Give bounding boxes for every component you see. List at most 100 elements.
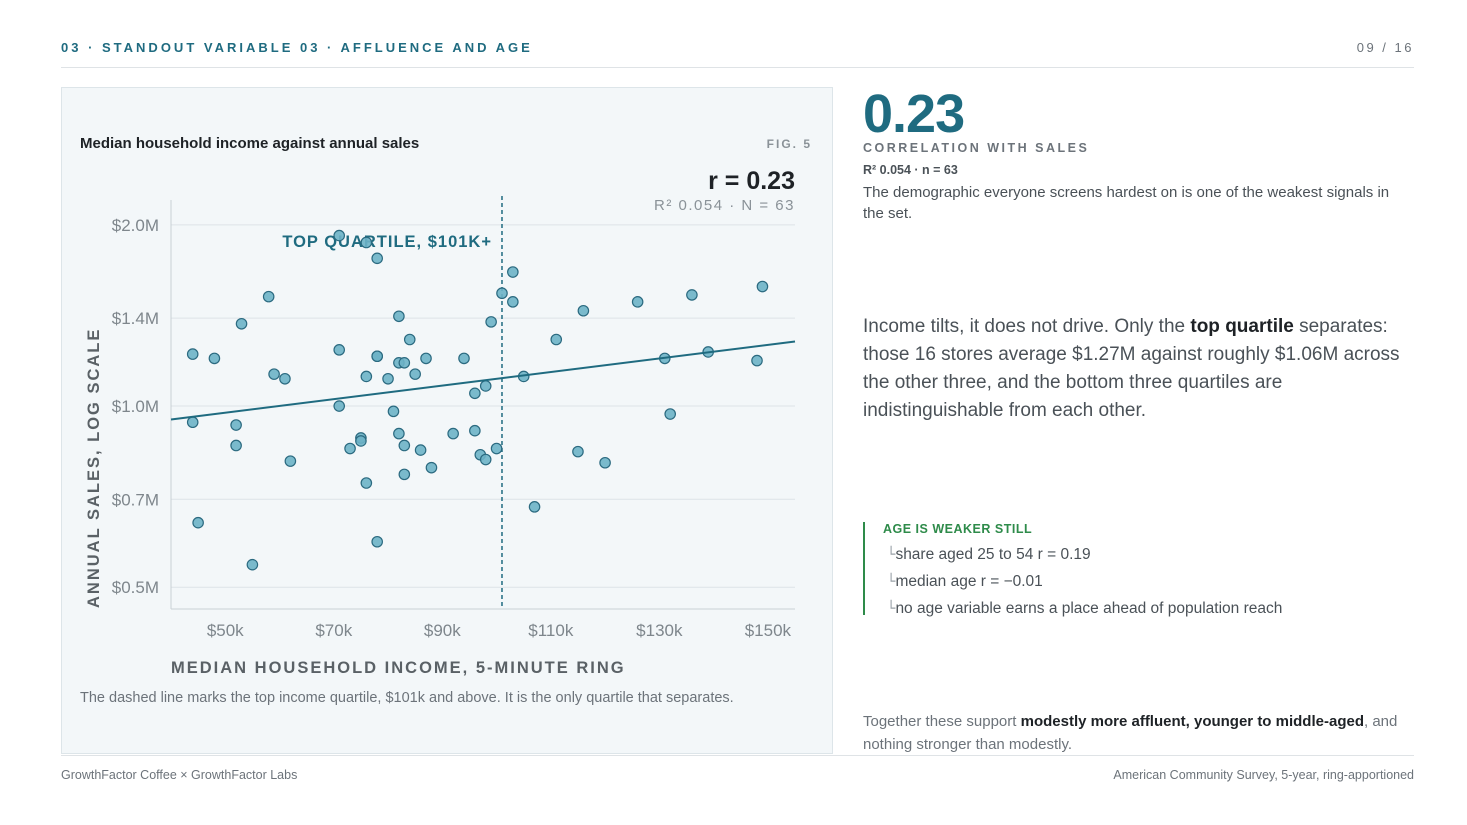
data-point bbox=[284, 455, 297, 467]
data-point bbox=[751, 354, 763, 367]
data-point bbox=[686, 289, 698, 301]
data-point bbox=[425, 461, 438, 474]
y-tick-label: $0.7M bbox=[112, 490, 159, 509]
data-point bbox=[279, 372, 291, 385]
data-point bbox=[333, 344, 346, 356]
x-tick-label: $90k bbox=[424, 621, 461, 640]
summary-bold: modestly more affluent, younger to middl… bbox=[1020, 713, 1364, 730]
y-tick-label: $1.0M bbox=[112, 397, 159, 416]
data-point bbox=[398, 439, 411, 452]
data-point bbox=[382, 372, 394, 385]
x-axis-title: MEDIAN HOUSEHOLD INCOME, 5-MINUTE RING bbox=[171, 659, 626, 677]
data-point bbox=[572, 445, 584, 458]
tree-branch-icon: └ bbox=[887, 574, 896, 590]
data-point bbox=[485, 316, 497, 328]
x-tick-label: $130k bbox=[636, 621, 683, 640]
age-item-text: median age r = −0.01 bbox=[895, 573, 1043, 590]
data-point bbox=[371, 350, 383, 363]
data-point bbox=[371, 252, 383, 265]
x-tick-label: $150k bbox=[745, 621, 792, 640]
header-divider bbox=[61, 67, 1414, 68]
age-item: └no age variable earns a place ahead of … bbox=[883, 598, 1282, 625]
y-axis-title: ANNUAL SALES, LOG SCALE bbox=[85, 328, 103, 608]
y-tick-label: $0.5M bbox=[112, 578, 159, 597]
age-item: └share aged 25 to 54 r = 0.19 bbox=[883, 544, 1282, 571]
footer-divider bbox=[61, 755, 1414, 756]
chart-title: Median household income against annual s… bbox=[80, 135, 420, 152]
data-point bbox=[246, 558, 259, 571]
data-point bbox=[490, 442, 503, 455]
age-item-text: no age variable earns a place ahead of p… bbox=[895, 600, 1283, 617]
data-point bbox=[393, 427, 405, 440]
data-point bbox=[387, 405, 400, 418]
correlation-value: 0.23 bbox=[863, 84, 965, 144]
correlation-subtext: R² 0.054 · n = 63 bbox=[863, 163, 958, 177]
data-point bbox=[756, 280, 769, 293]
data-point bbox=[479, 380, 492, 392]
data-point bbox=[550, 333, 563, 346]
section-header: 03 · STANDOUT VARIABLE 03 · AFFLUENCE AN… bbox=[61, 40, 533, 55]
data-point bbox=[458, 352, 470, 365]
income-paragraph-post: separates: those 16 stores average $1.27… bbox=[863, 316, 1400, 421]
page-number: 09 / 16 bbox=[1356, 40, 1414, 55]
summary-post: , and nothing stronger than modestly. bbox=[863, 713, 1398, 753]
data-point bbox=[420, 352, 432, 365]
data-point bbox=[414, 444, 427, 456]
y-tick-label: $2.0M bbox=[112, 216, 159, 235]
data-point bbox=[507, 266, 519, 278]
data-point bbox=[469, 424, 481, 437]
data-point bbox=[496, 287, 508, 300]
data-point bbox=[398, 357, 411, 369]
data-point bbox=[186, 416, 199, 429]
correlation-label: CORRELATION WITH SALES bbox=[863, 141, 1090, 155]
data-point bbox=[409, 368, 421, 380]
data-point bbox=[398, 468, 411, 481]
data-point bbox=[344, 442, 356, 455]
data-point bbox=[631, 296, 644, 308]
chart-caption: The dashed line marks the top income qua… bbox=[80, 690, 734, 706]
age-item: └median age r = −0.01 bbox=[883, 571, 1282, 598]
data-point bbox=[577, 304, 590, 317]
data-point bbox=[507, 296, 519, 308]
data-point bbox=[360, 370, 373, 383]
data-point bbox=[528, 501, 541, 513]
r-value-annotation: r = 0.23 bbox=[708, 167, 795, 195]
summary-note: Together these support modestly more aff… bbox=[863, 710, 1403, 756]
age-item-text: share aged 25 to 54 r = 0.19 bbox=[895, 546, 1091, 563]
data-point bbox=[447, 427, 459, 440]
tree-branch-icon: └ bbox=[887, 547, 896, 563]
data-point bbox=[360, 236, 373, 249]
income-paragraph: Income tilts, it does not drive. Only th… bbox=[863, 313, 1418, 425]
trend-line bbox=[170, 340, 796, 421]
data-point bbox=[599, 456, 611, 469]
footer-source: American Community Survey, 5-year, ring-… bbox=[1113, 768, 1414, 782]
income-paragraph-bold: top quartile bbox=[1190, 316, 1294, 337]
quartile-label: TOP QUARTILE, $101K+ bbox=[282, 233, 492, 251]
data-point bbox=[186, 348, 199, 360]
data-point bbox=[235, 317, 248, 330]
data-point bbox=[360, 477, 373, 489]
data-point bbox=[208, 352, 221, 365]
x-tick-label: $110k bbox=[528, 621, 574, 640]
income-paragraph-pre: Income tilts, it does not drive. Only th… bbox=[863, 316, 1191, 337]
data-point bbox=[403, 333, 416, 346]
figure-label: FIG. 5 bbox=[766, 137, 812, 151]
x-tick-label: $70k bbox=[315, 621, 352, 640]
data-point bbox=[268, 368, 280, 380]
data-point bbox=[230, 419, 242, 431]
tree-branch-icon: └ bbox=[887, 601, 896, 617]
r-squared-annotation: R² 0.054 · N = 63 bbox=[654, 197, 795, 214]
correlation-description: The demographic everyone screens hardest… bbox=[863, 184, 1390, 222]
data-point bbox=[664, 408, 676, 420]
data-point bbox=[355, 435, 367, 447]
data-point bbox=[469, 387, 481, 400]
age-callout-title: AGE IS WEAKER STILL bbox=[883, 522, 1033, 536]
data-point bbox=[333, 229, 346, 242]
summary-pre: Together these support bbox=[863, 713, 1021, 730]
y-tick-label: $1.4M bbox=[112, 309, 159, 328]
data-point bbox=[262, 290, 275, 303]
data-point bbox=[371, 535, 383, 548]
data-point bbox=[333, 400, 346, 412]
data-point bbox=[192, 516, 204, 529]
footer-credit: GrowthFactor Coffee × GrowthFactor Labs bbox=[61, 768, 298, 782]
